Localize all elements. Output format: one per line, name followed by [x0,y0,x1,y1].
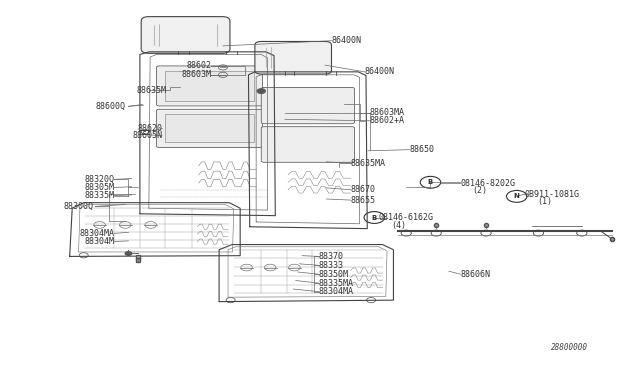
Text: 88620: 88620 [137,124,163,133]
Text: 88602: 88602 [186,61,211,70]
Text: 88655: 88655 [351,196,376,205]
Text: B: B [372,215,377,221]
FancyBboxPatch shape [157,109,262,147]
FancyBboxPatch shape [261,127,355,162]
Circle shape [125,251,132,255]
Text: 88602+A: 88602+A [370,116,405,125]
Text: (1): (1) [537,198,552,206]
Text: 88600Q: 88600Q [95,102,125,111]
FancyBboxPatch shape [261,87,355,124]
Circle shape [257,89,265,93]
Text: 88300Q: 88300Q [63,202,93,211]
FancyBboxPatch shape [255,41,332,74]
Text: 88635M: 88635M [137,86,167,95]
Text: (4): (4) [392,221,406,230]
Text: N: N [514,193,520,199]
FancyBboxPatch shape [166,71,253,101]
Text: 88370: 88370 [319,252,344,261]
Text: 88670: 88670 [351,185,376,194]
Text: 88305M: 88305M [84,183,115,192]
Text: 88606N: 88606N [461,270,490,279]
Text: B: B [428,179,433,185]
Text: 88650: 88650 [410,145,435,154]
FancyBboxPatch shape [166,114,253,142]
FancyBboxPatch shape [157,66,262,106]
Text: 88603MA: 88603MA [370,108,405,117]
Text: 88350M: 88350M [319,270,349,279]
Text: 86400N: 86400N [332,36,362,45]
Text: 88335M: 88335M [84,191,115,200]
Text: 88333: 88333 [319,261,344,270]
Text: 88605N: 88605N [132,131,163,141]
Text: 88304MA: 88304MA [319,287,354,296]
Text: 88304MA: 88304MA [79,229,115,238]
Text: 86400N: 86400N [365,67,395,76]
Text: 28800000: 28800000 [551,343,588,352]
FancyBboxPatch shape [141,17,230,53]
Text: 08146-6162G: 08146-6162G [379,213,434,222]
Text: 88635MA: 88635MA [351,158,386,167]
Text: 0B911-1081G: 0B911-1081G [524,190,579,199]
Text: (2): (2) [472,186,487,195]
Text: 08146-8202G: 08146-8202G [461,179,515,187]
Text: 88335MA: 88335MA [319,279,354,288]
Text: 88603M: 88603M [181,70,211,79]
Text: 88304M: 88304M [84,237,115,246]
Text: 88320Q: 88320Q [84,175,115,184]
